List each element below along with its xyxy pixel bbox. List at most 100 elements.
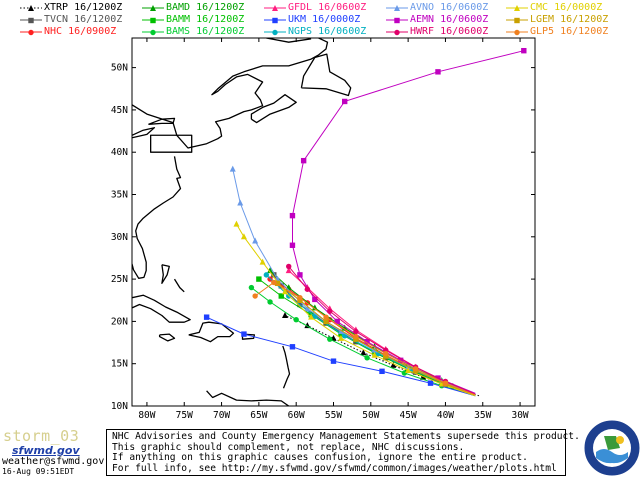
legend-marker: [514, 17, 520, 24]
track-point: [289, 344, 296, 350]
legend-swatch: [386, 17, 408, 24]
track-point: [286, 263, 292, 270]
track-point: [397, 357, 404, 364]
track-line: [288, 270, 476, 395]
track-point: [323, 318, 329, 325]
legend-swatch: [20, 29, 42, 36]
sfwmd-logo: sfwmd.gov: [12, 444, 80, 457]
track-point: [229, 165, 236, 172]
legend-label: BAMS 16/1200Z: [166, 26, 245, 37]
legend-swatch: [506, 17, 528, 24]
legend-marker: [514, 29, 520, 36]
track-point: [281, 288, 288, 295]
track-point: [337, 334, 344, 341]
track-point: [267, 267, 274, 274]
track-point: [435, 69, 441, 75]
lat-tick-label: 20N: [111, 316, 128, 327]
legend-swatch: [20, 5, 42, 11]
track-point: [289, 212, 296, 219]
track-point: [338, 331, 344, 337]
legend-label: NHC 16/0900Z: [44, 26, 117, 37]
track-lgem: [274, 280, 476, 396]
track-point: [405, 366, 412, 373]
legend-swatch: [506, 5, 528, 11]
track-line: [292, 50, 524, 394]
track-point: [334, 318, 340, 325]
lon-tick-label: 30W: [511, 410, 528, 421]
legend-label: CMC 16/0000Z: [530, 2, 603, 13]
track-point: [383, 350, 389, 357]
newfoundland-coast: [300, 53, 352, 97]
track-line: [236, 223, 476, 397]
legend-swatch: [142, 29, 164, 36]
track-point: [311, 304, 318, 311]
track-line: [269, 270, 476, 395]
track-hwrf: [286, 263, 476, 395]
track-line: [288, 266, 476, 395]
puerto-rico-coast: [241, 333, 256, 340]
lat-tick-label: 15N: [111, 359, 128, 370]
track-point: [240, 233, 247, 240]
track-bamd: [267, 267, 476, 395]
track-cmc: [233, 220, 476, 397]
lat-tick-label: 25N: [111, 274, 128, 285]
bahamas2: [173, 278, 185, 293]
legend-label: NGPS 16/0600Z: [288, 26, 367, 37]
disclaimer-line[interactable]: For full info, see http://my.sfwmd.gov/s…: [112, 462, 557, 474]
track-point: [312, 296, 318, 303]
track-point: [297, 272, 303, 278]
state-outline-box: [150, 134, 193, 153]
contact-email: weather@sfwmd.gov: [2, 456, 105, 467]
track-ngps: [263, 272, 476, 396]
track-point: [293, 317, 299, 323]
track-point: [241, 331, 247, 337]
legend-label: TVCN 16/1200Z: [44, 14, 123, 25]
lon-tick-label: 50W: [362, 410, 379, 421]
legend-swatch: [264, 17, 286, 24]
legend-marker: [272, 17, 278, 24]
track-line: [258, 278, 476, 396]
track-point: [267, 299, 273, 305]
legend-marker: [514, 5, 520, 11]
legend-swatch: [264, 5, 286, 11]
legend-marker: [272, 29, 278, 36]
track-point: [401, 370, 408, 376]
track-point: [327, 308, 333, 314]
track-point: [263, 272, 270, 278]
track-point: [297, 295, 303, 301]
legend-swatch: [264, 29, 286, 36]
track-avno: [229, 165, 476, 395]
disclaimer-line: If anything on this graphic causes confu…: [112, 452, 528, 464]
lake-erie: [132, 127, 156, 139]
bahamas: [161, 264, 170, 284]
hispaniola-coast: [188, 321, 235, 343]
track-point: [427, 380, 434, 386]
track-glp5: [252, 279, 476, 396]
lat-tick-label: 45N: [111, 105, 128, 116]
legend-label: GLP5 16/1200Z: [530, 26, 609, 37]
lesser-antilles: [282, 345, 291, 389]
track-point: [353, 333, 359, 340]
track-line: [277, 282, 476, 396]
model-legend: XTRP 16/1200Z TVCN 16/1200Z NHC 16/0900Z BA…: [0, 0, 640, 40]
track-point: [304, 286, 311, 292]
track-ukm: [203, 314, 476, 397]
legend-label: XTRP 16/1200Z: [44, 2, 123, 13]
track-line: [273, 274, 476, 397]
legend-swatch: [142, 5, 164, 11]
legend-label: BAMM 16/1200Z: [166, 14, 245, 25]
legend-label: BAMD 16/1200Z: [166, 2, 245, 13]
track-point: [353, 328, 359, 335]
north-america-coast: [132, 38, 329, 149]
lon-tick-label: 60W: [288, 410, 305, 421]
track-point: [281, 311, 288, 318]
track-line: [251, 287, 476, 397]
map-frame: [131, 37, 536, 407]
legend-marker: [28, 29, 34, 36]
track-point: [203, 314, 210, 320]
track-point: [364, 339, 370, 345]
track-point: [274, 280, 281, 287]
storm-track-map: 80W 75W 70W 65W 60W 55W 50W 45W 40W 35W 30W 10N 15N 2…: [111, 37, 536, 421]
legend-label: AVNO 16/0600Z: [410, 2, 489, 13]
track-tvcn: [271, 272, 476, 397]
